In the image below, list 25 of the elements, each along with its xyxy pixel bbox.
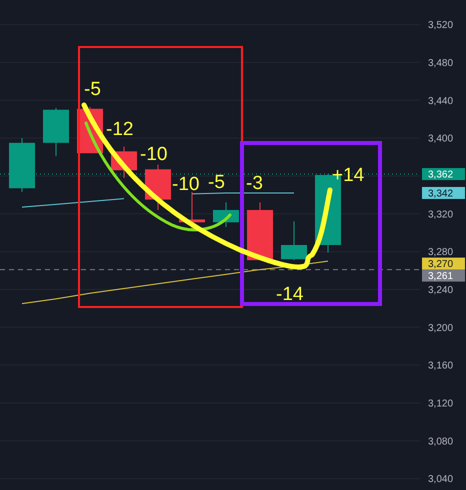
annotation: -12 xyxy=(106,119,134,140)
y-tick-label: 3,400 xyxy=(428,134,454,145)
annotation: -10 xyxy=(140,144,168,165)
y-tick-label: 3,200 xyxy=(428,322,454,334)
y-tick-label: 3,160 xyxy=(428,360,454,372)
y-tick-label: 3,040 xyxy=(428,474,454,486)
y-tick-label: 3,240 xyxy=(428,284,454,296)
annotation: -5 xyxy=(84,79,101,100)
annotation: -3 xyxy=(246,173,263,194)
ref-line-label: 3,362 xyxy=(428,170,454,181)
y-tick-label: 3,320 xyxy=(428,209,454,220)
text: 3,342 xyxy=(428,188,454,200)
annotation: +14 xyxy=(332,165,365,186)
y-tick-label: 3,280 xyxy=(428,247,454,258)
line-series xyxy=(22,260,328,304)
y-tick-label: 3,080 xyxy=(428,436,454,448)
y-tick-label: 3,520 xyxy=(428,20,454,32)
y-tick-label: 3,120 xyxy=(428,398,454,410)
annotation: -10 xyxy=(172,174,200,195)
annotation: -5 xyxy=(208,172,225,193)
text: 3,270 xyxy=(428,259,454,270)
y-tick-label: 3,480 xyxy=(428,58,454,69)
ref-line-label: 3,261 xyxy=(428,271,454,282)
annotation: -14 xyxy=(276,284,304,305)
y-tick-label: 3,440 xyxy=(428,96,454,107)
